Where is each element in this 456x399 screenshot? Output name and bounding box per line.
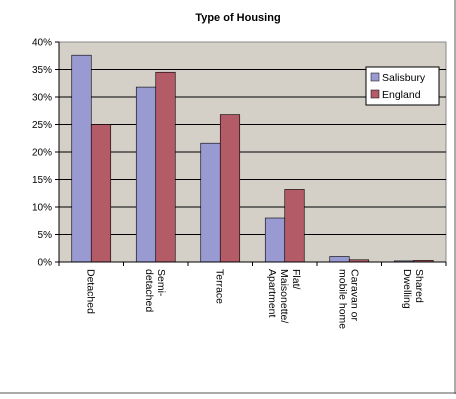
bars [71,54,434,263]
y-axis-ticks: 0% 5% 10% 15% 20% 25% 30% 35% 40% [32,38,59,269]
bar-salisbury-4 [329,256,350,263]
x-category-label: Detached [84,269,96,314]
bar-england-0 [90,124,112,263]
y-tick-label: 30% [32,93,52,104]
y-tick-label: 35% [32,65,52,76]
x-category-label: Terrace [213,269,225,304]
bar-england-3 [284,189,305,263]
y-tick-label: 5% [38,230,53,241]
x-category-label: Dwelling [401,269,413,309]
x-category-label: mobile home [336,269,348,329]
chart-title: Type of Housing [195,12,280,24]
bar-england-1 [155,71,176,263]
x-category-label: Semi- [155,269,167,297]
y-tick-label: 0% [38,258,53,269]
y-tick-label: 25% [32,120,52,131]
y-tick-label: 40% [32,38,52,49]
legend-label-salisbury: Salisbury [382,72,426,84]
legend: Salisbury England [365,66,440,106]
x-category-label: Flat/ [290,269,302,290]
bar-england-2 [219,114,241,263]
legend-label-england: England [382,89,421,101]
y-tick-label: 20% [32,148,52,159]
bar-salisbury-3 [264,217,286,263]
x-category-label: detached [143,269,155,312]
legend-swatch-england [370,89,380,99]
legend-swatch-salisbury [370,72,380,82]
x-axis-labels: Detached Semi-detached Terrace Flat/Maisone… [58,262,447,329]
x-category-label: Caravan or [348,269,360,321]
bar-salisbury-0 [71,54,92,263]
y-tick-label: 15% [32,175,52,186]
bar-salisbury-2 [200,142,221,263]
x-category-label: Apartment [266,269,278,318]
x-category-label: Maisonette/ [278,269,290,323]
gridlines [59,69,446,235]
x-category-label: Shared [413,269,425,303]
bar-salisbury-1 [135,86,157,263]
y-tick-label: 10% [32,203,52,214]
